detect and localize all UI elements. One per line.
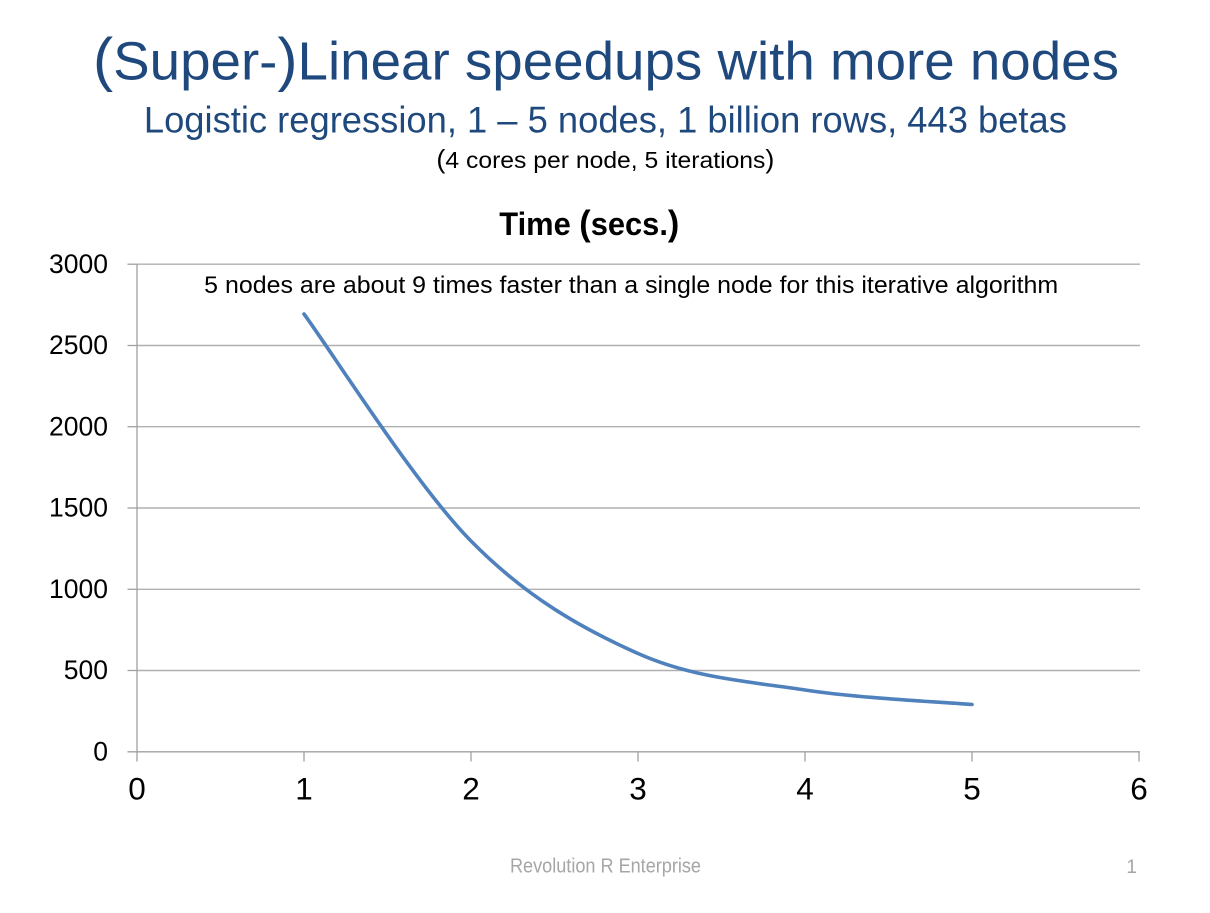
svg-text:Time (secs.): Time (secs.) xyxy=(499,203,679,243)
svg-text:1: 1 xyxy=(295,771,313,807)
svg-text:500: 500 xyxy=(64,655,108,685)
svg-text:1000: 1000 xyxy=(49,574,108,604)
svg-text:Logistic regression, 1 – 5 nod: Logistic regression, 1 – 5 nodes, 1 bill… xyxy=(144,100,1067,141)
svg-text:2000: 2000 xyxy=(49,411,108,441)
svg-text:0: 0 xyxy=(93,736,108,766)
svg-text:1500: 1500 xyxy=(49,493,108,523)
svg-text:3: 3 xyxy=(629,771,647,807)
svg-text:6: 6 xyxy=(1130,771,1148,807)
svg-text:4: 4 xyxy=(796,771,814,807)
svg-text:0: 0 xyxy=(128,771,146,807)
svg-text:2: 2 xyxy=(462,771,480,807)
svg-text:5: 5 xyxy=(963,771,981,807)
svg-text:2500: 2500 xyxy=(49,330,108,360)
svg-text:1: 1 xyxy=(1126,857,1137,878)
svg-text:(Super-)Linear speedups with m: (Super-)Linear speedups with more nodes xyxy=(93,27,1119,93)
svg-text:5 nodes are about 9 times fast: 5 nodes are about 9 times faster than a … xyxy=(204,272,1058,299)
svg-text:(4 cores per node, 5 iteration: (4 cores per node, 5 iterations) xyxy=(436,146,774,174)
svg-text:Revolution R Enterprise: Revolution R Enterprise xyxy=(510,856,701,878)
svg-text:3000: 3000 xyxy=(49,249,108,279)
